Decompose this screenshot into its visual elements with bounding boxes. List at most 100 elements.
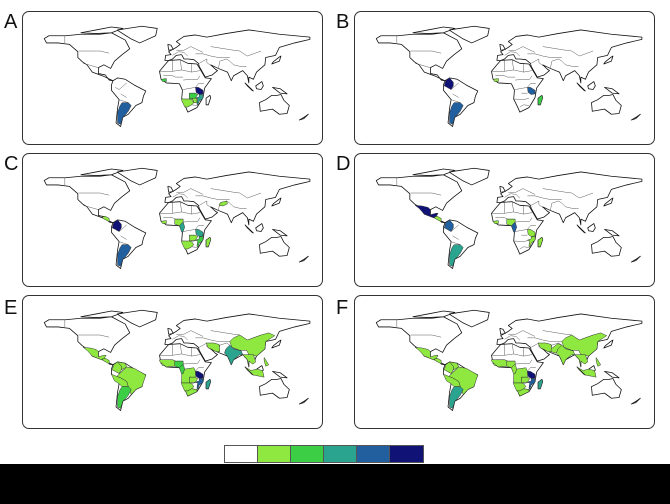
landmass-eurasia [496,29,643,84]
landmass-uk [167,328,174,335]
country-border [191,354,201,357]
country-border [527,53,562,58]
landmass-uk [499,186,506,193]
landmass-australia [591,94,622,115]
country-border [491,348,524,357]
landmass-africa [491,59,544,113]
landmass-new-zealand [630,255,641,263]
country-border [218,58,247,69]
highlighted-country-tanzania [527,229,536,237]
highlighted-country-cameroon [179,221,185,233]
landmass-arctic-islands [412,310,456,318]
landmass-new-guinea [272,86,288,95]
highlighted-country-west-africa [160,220,167,224]
landmass-arctic-islands [80,26,124,34]
landmass-arctic-islands [80,310,124,318]
highlighted-country-se-asia [242,354,257,367]
country-border [83,205,99,210]
landmass-new-zealand [630,397,641,405]
landmass-new-guinea [604,370,620,379]
country-border [508,188,523,193]
country-border [176,188,191,193]
country-border [410,50,442,54]
country-border [195,195,230,200]
country-border [78,50,110,54]
highlighted-country-colombia [111,219,122,232]
highlighted-country-iran [537,342,553,352]
legend-cell-5 [390,446,423,462]
landmass-uk [167,44,174,51]
landmass-new-zealand [298,113,309,121]
country-border [218,200,247,211]
highlighted-country-south-africa [184,388,198,397]
landmass-north-america [43,316,131,366]
highlighted-country-argentina [449,386,464,409]
highlighted-country-sahel [159,359,176,368]
highlighted-country-zambia [189,92,199,100]
highlighted-country-mozambique [526,378,536,391]
highlighted-country-colombia [443,77,454,90]
panel-label-e: E [4,297,18,319]
highlighted-country-mozambique [194,94,204,107]
country-border [183,83,204,90]
landmass-new-guinea [272,228,288,237]
landmass-sumatra [576,82,586,92]
country-border [504,193,520,199]
country-border [163,75,184,78]
landmass-north-america [43,174,131,224]
highlighted-country-colombia [443,219,454,232]
country-border [115,82,127,90]
landmass-uk [167,186,174,193]
highlighted-country-madagascar [537,236,543,248]
country-border [452,235,459,240]
landmass-eurasia [496,171,643,226]
highlighted-country-madagascar [205,378,211,390]
country-border [190,46,204,53]
highlighted-country-central-asia [218,200,228,207]
country-border [183,359,201,365]
highlighted-country-sahel [491,359,508,368]
landmass-north-america [375,174,463,224]
landmass-japan [271,197,282,207]
country-border [523,212,533,215]
highlighted-country-tanzania [527,87,536,95]
country-border [78,192,110,196]
country-border [515,83,536,90]
landmass-eurasia [164,29,311,84]
country-border [515,217,533,223]
country-border [190,188,204,195]
landmass-new-guinea [604,228,620,237]
landmass-new-zealand [630,113,641,121]
country-border [531,200,543,208]
highlighted-country-philippines [595,356,602,367]
country-border [191,212,201,215]
highlighted-country-madagascar [205,236,211,248]
highlighted-country-zimbabwe [191,97,198,103]
highlighted-country-mexico [414,204,439,218]
landmass-uk [499,44,506,51]
landmass-japan [603,197,614,207]
country-border [172,193,188,199]
country-border [415,63,431,68]
highlighted-country-namibia-botswana [181,98,195,108]
legend-cell-3 [324,446,357,462]
highlighted-country-venezuela [116,361,128,371]
highlighted-country-tanzania [195,371,204,379]
country-border [159,206,192,215]
country-border [210,46,262,57]
landmass-new-zealand [298,397,309,405]
highlighted-country-indonesia [576,366,597,378]
country-border [210,188,262,199]
country-border [522,188,536,195]
country-border [527,337,562,342]
landmass-australia [259,378,290,399]
country-border [523,354,533,357]
landmass-new-guinea [272,370,288,379]
country-border [511,201,514,212]
highlighted-country-tanzania [195,229,204,237]
map-panel-a [22,11,323,145]
country-border [120,235,127,240]
highlighted-country-indonesia [244,366,265,378]
country-border [522,330,536,337]
highlighted-country-argentina [449,102,464,125]
